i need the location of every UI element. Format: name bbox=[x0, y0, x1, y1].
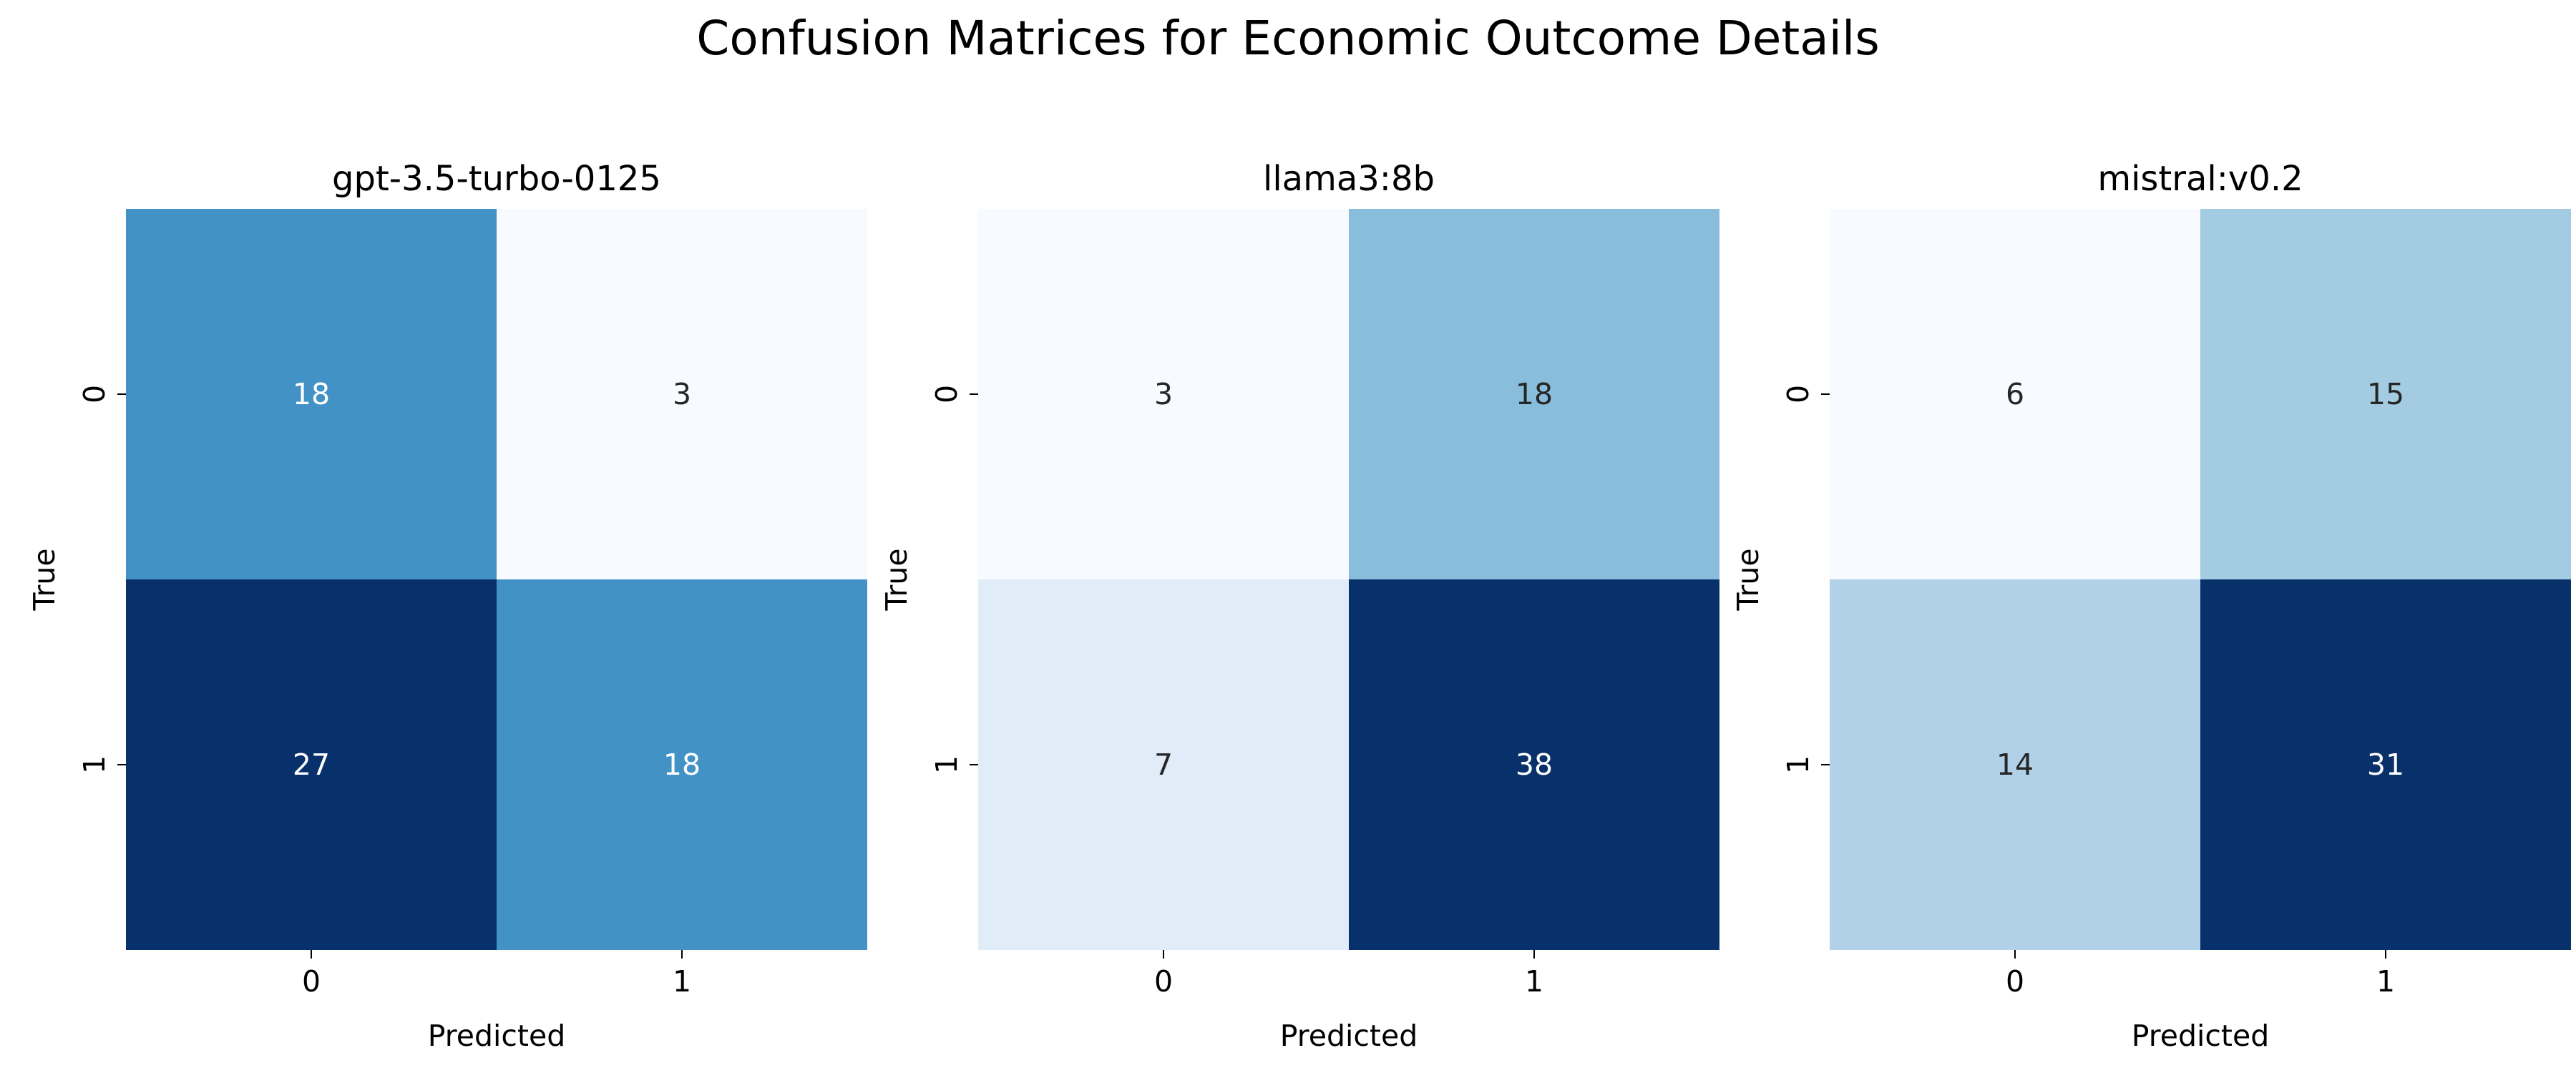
heatmap-cell bbox=[2200, 209, 2571, 579]
cell-value-label: 14 bbox=[1996, 748, 2034, 782]
cell-value-label: 7 bbox=[1154, 748, 1173, 782]
cell-value-label: 18 bbox=[663, 748, 701, 782]
cell-value-label: 31 bbox=[2367, 748, 2404, 782]
y-axis-label: True bbox=[879, 548, 914, 611]
cell-value-label: 15 bbox=[2367, 377, 2404, 411]
heatmap-panel: 18 3 27 18 gpt-3.5-turbo-0125 0 1 0 1 Predicted Tr… bbox=[27, 159, 867, 1053]
x-tick-label: 0 bbox=[302, 964, 321, 999]
heatmap-cell bbox=[978, 579, 1349, 950]
cell-value-label: 18 bbox=[1516, 377, 1553, 411]
y-tick-label: 1 bbox=[77, 755, 112, 774]
y-axis-label: True bbox=[1731, 548, 1765, 611]
heatmap-cell bbox=[126, 209, 497, 579]
heatmap-cell bbox=[1349, 209, 1719, 579]
heatmap-panel: 6 15 14 31 mistral:v0.2 0 1 0 1 Predicted True bbox=[1731, 159, 2571, 1053]
x-tick-label: 0 bbox=[1154, 964, 1173, 999]
heatmap-cell bbox=[1349, 579, 1719, 950]
heatmap-cell bbox=[497, 579, 867, 950]
x-tick-label: 1 bbox=[2376, 964, 2395, 999]
cell-value-label: 38 bbox=[1516, 748, 1553, 782]
y-axis-label: True bbox=[27, 548, 62, 611]
panels: 18 3 27 18 gpt-3.5-turbo-0125 0 1 0 1 Predicted Tr… bbox=[27, 159, 2571, 1053]
heatmap-cell bbox=[2200, 579, 2571, 950]
heatmap-cell bbox=[1830, 579, 2200, 950]
x-tick-label: 1 bbox=[673, 964, 691, 999]
x-axis-label: Predicted bbox=[428, 1019, 565, 1053]
x-tick-label: 1 bbox=[1525, 964, 1543, 999]
heatmap-cell bbox=[978, 209, 1349, 579]
panel-title: gpt-3.5-turbo-0125 bbox=[332, 159, 661, 199]
heatmap-cell bbox=[497, 209, 867, 579]
heatmap-cell bbox=[1830, 209, 2200, 579]
x-axis-label: Predicted bbox=[1280, 1019, 1418, 1053]
y-tick-label: 1 bbox=[930, 755, 964, 774]
panel-title: llama3:8b bbox=[1263, 159, 1435, 199]
y-tick-label: 0 bbox=[77, 385, 112, 403]
panel-title: mistral:v0.2 bbox=[2097, 159, 2303, 199]
y-tick-label: 0 bbox=[930, 385, 964, 403]
cell-value-label: 3 bbox=[1154, 377, 1173, 411]
cell-value-label: 6 bbox=[2006, 377, 2024, 411]
cell-value-label: 3 bbox=[673, 377, 691, 411]
x-tick-label: 0 bbox=[2006, 964, 2024, 999]
heatmap-panel: 3 18 7 38 llama3:8b 0 1 0 1 Predicted True bbox=[879, 159, 1719, 1053]
x-axis-label: Predicted bbox=[2132, 1019, 2269, 1053]
cell-value-label: 27 bbox=[293, 748, 330, 782]
cell-value-label: 18 bbox=[293, 377, 330, 411]
figure-title: Confusion Matrices for Economic Outcome … bbox=[696, 11, 1879, 66]
y-tick-label: 1 bbox=[1781, 755, 1815, 774]
y-tick-label: 0 bbox=[1781, 385, 1815, 403]
heatmap-cell bbox=[126, 579, 497, 950]
